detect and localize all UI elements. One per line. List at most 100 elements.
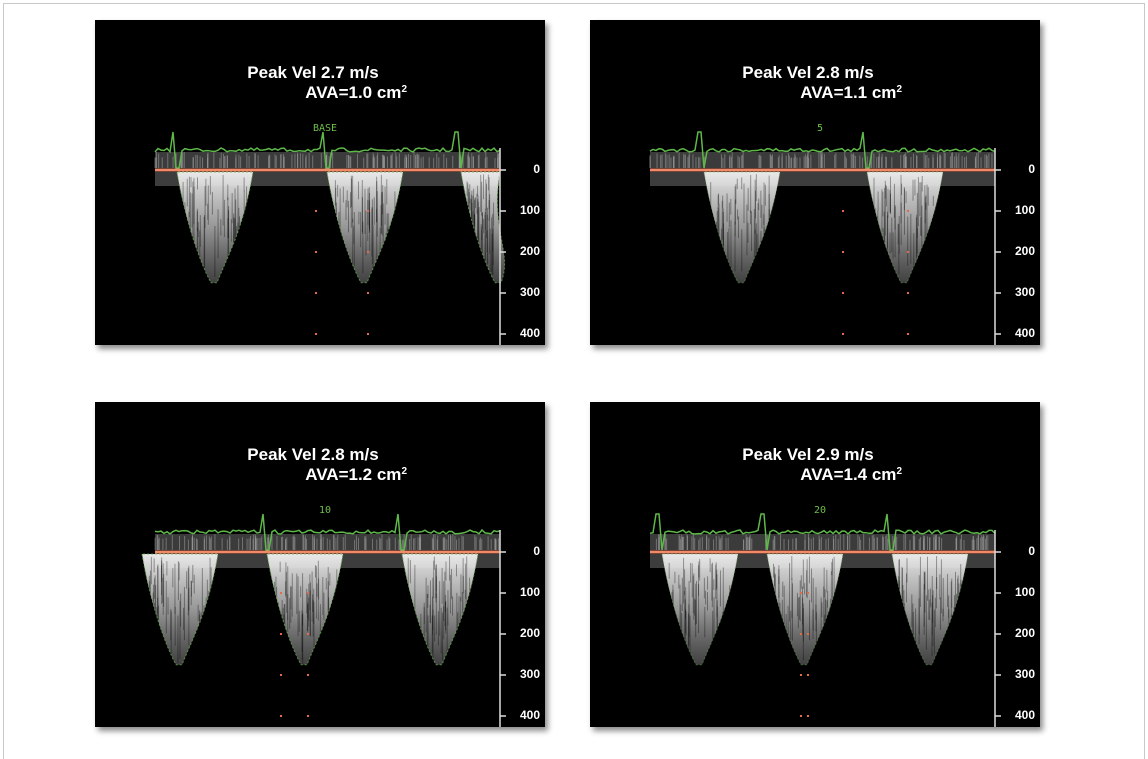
velocity-envelope (402, 554, 478, 665)
marker-dot (907, 251, 909, 253)
scale-label: 300 (520, 285, 540, 299)
valve-area: AVA=1.2 cm2 (305, 465, 407, 484)
marker-dot (280, 592, 282, 594)
scale-label: 100 (520, 203, 540, 217)
valve-area-value: AVA=1.4 cm (800, 465, 896, 484)
scale-label: 300 (1015, 285, 1035, 299)
valve-area-exponent: 2 (401, 84, 407, 95)
scale-label: 300 (1015, 667, 1035, 681)
marker-dot (907, 292, 909, 294)
scale-label: 200 (520, 626, 540, 640)
velocity-envelope (177, 172, 253, 283)
valve-area: AVA=1.0 cm2 (305, 83, 407, 102)
scale-label: 0 (1028, 162, 1035, 176)
peak-velocity: Peak Vel 2.9 m/s (742, 445, 873, 464)
valve-area: AVA=1.1 cm2 (800, 83, 902, 102)
scale-label: 200 (1015, 244, 1035, 258)
marker-dot (800, 633, 802, 635)
marker-dot (280, 715, 282, 717)
marker-dot (367, 210, 369, 212)
marker-dot (367, 333, 369, 335)
scale-label: 0 (533, 544, 540, 558)
valve-area-exponent: 2 (896, 84, 902, 95)
scale-label: 0 (533, 162, 540, 176)
envelope-trace (866, 171, 944, 284)
scale-label: 400 (1015, 326, 1035, 340)
marker-dot (842, 210, 844, 212)
ecg-trace (649, 513, 996, 551)
marker-dot (367, 292, 369, 294)
scale-label: 200 (520, 244, 540, 258)
velocity-envelope (867, 172, 943, 283)
velocity-envelope (461, 172, 505, 283)
marker-dot (842, 333, 844, 335)
scale-label: 400 (520, 708, 540, 722)
envelope-trace (661, 553, 739, 666)
scale-label: 100 (1015, 585, 1035, 599)
envelope-trace (460, 171, 505, 284)
envelope-trace (266, 553, 344, 666)
valve-area-exponent: 2 (401, 466, 407, 477)
envelope-trace (176, 171, 254, 284)
velocity-envelope (704, 172, 780, 283)
marker-dot (907, 210, 909, 212)
valve-area-value: AVA=1.2 cm (305, 465, 401, 484)
marker-dot (800, 715, 802, 717)
ecg-trace (154, 131, 501, 169)
marker-dot (315, 292, 317, 294)
marker-dot (800, 592, 802, 594)
valve-area-exponent: 2 (896, 466, 902, 477)
scale-label: 400 (520, 326, 540, 340)
ecg-trace (154, 513, 501, 551)
marker-dot (367, 251, 369, 253)
velocity-envelope (267, 554, 343, 665)
stage-label: 10 (319, 505, 331, 516)
marker-dot (807, 715, 809, 717)
velocity-envelope (142, 554, 218, 665)
velocity-envelope (767, 554, 843, 665)
velocity-envelope (327, 172, 403, 283)
doppler-panel: 0 100 200 300 400 BASE Peak Vel 2.7 m/sAVA=1.0… (95, 20, 545, 345)
scale-label: 0 (1028, 544, 1035, 558)
marker-dot (280, 674, 282, 676)
marker-dot (807, 592, 809, 594)
marker-dot (307, 592, 309, 594)
forward-flow-band (650, 534, 995, 550)
peak-velocity: Peak Vel 2.8 m/s (247, 445, 378, 464)
stage-label: BASE (313, 123, 337, 134)
stage-label: 20 (814, 505, 826, 516)
envelope-trace (326, 171, 404, 284)
envelope-trace (891, 553, 969, 666)
marker-dot (315, 210, 317, 212)
marker-dot (315, 333, 317, 335)
valve-area-value: AVA=1.0 cm (305, 83, 401, 102)
peak-velocity: Peak Vel 2.8 m/s (742, 63, 873, 82)
ecg-trace (649, 131, 996, 169)
marker-dot (307, 633, 309, 635)
envelope-trace (703, 171, 781, 284)
page-border (3, 3, 1145, 759)
scale-label: 100 (1015, 203, 1035, 217)
velocity-envelope (662, 554, 738, 665)
marker-dot (280, 633, 282, 635)
marker-dot (315, 251, 317, 253)
marker-dot (842, 292, 844, 294)
envelope-trace (766, 553, 844, 666)
marker-dot (307, 674, 309, 676)
valve-area: AVA=1.4 cm2 (800, 465, 902, 484)
marker-dot (800, 674, 802, 676)
marker-dot (307, 715, 309, 717)
marker-dot (907, 333, 909, 335)
stage-label: 5 (817, 123, 823, 134)
scale-label: 100 (520, 585, 540, 599)
scale-label: 200 (1015, 626, 1035, 640)
envelope-trace (401, 553, 479, 666)
valve-area-value: AVA=1.1 cm (800, 83, 896, 102)
marker-dot (807, 674, 809, 676)
low-velocity-band (650, 172, 995, 186)
marker-dot (807, 633, 809, 635)
